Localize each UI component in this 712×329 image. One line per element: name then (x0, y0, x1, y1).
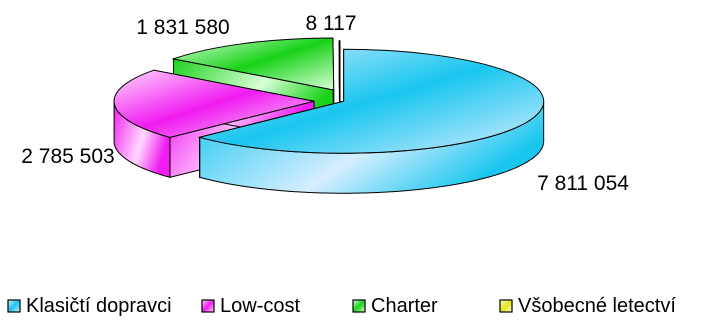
legend-item-3: Všobecné letectví (499, 295, 676, 317)
data-label-2: 1 831 580 (136, 16, 229, 39)
legend-swatch (352, 299, 366, 313)
data-labels: 7 811 054 2 785 503 1 831 580 8 117 (21, 12, 629, 195)
legend-label: Všobecné letectví (518, 295, 676, 317)
slice-0 (197, 48, 545, 194)
data-label-0: 7 811 054 (537, 172, 629, 195)
legend-item-2: Charter (352, 295, 438, 317)
slice-top (113, 69, 315, 138)
legend: Klasičtí dopravci Low-cost Charter Všobecné… (7, 295, 676, 317)
slice-top (197, 48, 545, 154)
legend-swatch (201, 299, 215, 313)
slice-top (338, 40, 341, 93)
slice-top (171, 37, 335, 91)
data-label-1: 2 785 503 (21, 145, 114, 168)
legend-swatch (7, 299, 21, 313)
legend-label: Klasičtí dopravci (26, 295, 172, 317)
pie-slices (113, 37, 545, 194)
legend-item-1: Low-cost (201, 295, 300, 317)
data-label-3: 8 117 (306, 12, 357, 35)
legend-label: Charter (371, 295, 438, 317)
legend-item-0: Klasičtí dopravci (7, 295, 172, 317)
legend-label: Low-cost (220, 295, 300, 317)
legend-swatch (499, 299, 513, 313)
